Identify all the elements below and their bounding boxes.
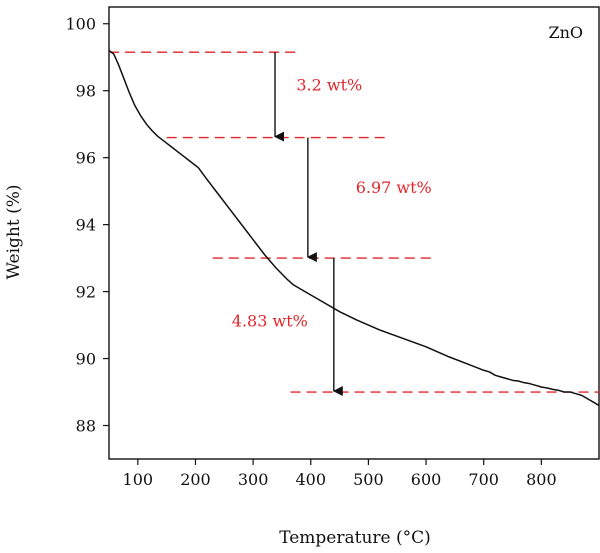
y-axis: 88 90 92 94 96 98 100 bbox=[65, 15, 109, 436]
y-tick-label: 100 bbox=[65, 15, 96, 34]
y-tick-label: 92 bbox=[76, 283, 96, 302]
y-tick-label: 98 bbox=[76, 82, 96, 101]
x-tick-label: 700 bbox=[468, 470, 499, 489]
mass-loss-label: 3.2 wt% bbox=[296, 76, 362, 95]
x-axis: 100 200 300 400 500 600 700 800 bbox=[123, 459, 557, 489]
y-tick-label: 90 bbox=[76, 350, 96, 369]
mass-loss-label: 4.83 wt% bbox=[232, 312, 308, 331]
x-tick-label: 100 bbox=[123, 470, 154, 489]
plot-frame bbox=[108, 6, 600, 460]
x-tick-label: 400 bbox=[295, 470, 326, 489]
step-arrows bbox=[274, 52, 343, 397]
x-tick-label: 800 bbox=[526, 470, 557, 489]
y-axis-title: Weight (%) bbox=[4, 184, 24, 279]
y-tick-label: 94 bbox=[76, 216, 96, 235]
series-group bbox=[108, 49, 600, 407]
x-tick-label: 500 bbox=[353, 470, 384, 489]
y-tick-label: 88 bbox=[76, 417, 96, 436]
x-axis-title: Temperature (°C) bbox=[279, 528, 431, 548]
mass-loss-label: 6.97 wt% bbox=[356, 178, 432, 197]
annotations: 3.2 wt% 6.97 wt% 4.83 wt% bbox=[232, 76, 432, 331]
x-tick-label: 600 bbox=[411, 470, 442, 489]
reference-lines bbox=[109, 51, 599, 393]
series-line-zno bbox=[108, 49, 600, 407]
y-tick-label: 96 bbox=[76, 149, 96, 168]
legend-label: ZnO bbox=[548, 23, 583, 42]
x-tick-label: 200 bbox=[180, 470, 211, 489]
x-tick-label: 300 bbox=[238, 470, 269, 489]
